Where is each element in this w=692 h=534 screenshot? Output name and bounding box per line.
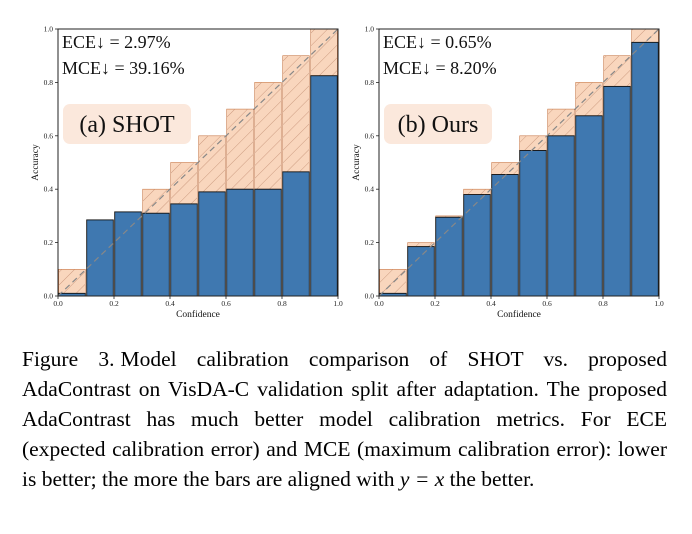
accuracy-bar [631,41,659,297]
gap-bar-hatch [379,269,407,294]
panel-label: (b) Ours [398,112,479,138]
accuracy-bar [547,135,575,297]
gap-bar-hatch [198,135,226,192]
y-axis-label: Accuracy [352,144,362,181]
y-tick-label: 0.6 [44,131,54,140]
y-tick-label: 0.2 [44,238,54,247]
x-tick-label: 1.0 [654,299,664,308]
gap-bar-hatch [463,189,491,195]
panel-label-box [384,104,492,144]
gap-bar-hatch [282,55,310,172]
accuracy-bar [407,246,435,297]
accuracy-bar [170,203,198,297]
y-tick-label: 0.4 [365,185,375,194]
reference-line [378,28,660,297]
calibration-figure: 0.0 0.2 0.4 0.6 0.8 1.0 0.0 0.2 0.4 0.6 0.8 1.0 Conf… [31,25,664,321]
caption-text-end: the better. [444,467,535,491]
accuracy-bar [142,212,170,297]
panel-label: (a) SHOT [79,112,175,138]
reference-line [57,28,339,297]
accuracy-bar [114,211,142,297]
accuracy-bar [86,219,114,297]
y-tick-label: 0.6 [365,131,375,140]
x-axis-label: Confidence [176,309,220,320]
accuracy-bar [198,191,226,297]
accuracy-bar [519,150,547,297]
x-tick-label: 0.2 [109,299,119,308]
gap-bar-hatch [435,215,463,218]
accuracy-bar [310,75,338,297]
gap-bar-hatch [142,189,170,214]
x-tick-label: 0.6 [221,299,231,308]
panel-shot: 0.0 0.2 0.4 0.6 0.8 1.0 0.0 0.2 0.4 0.6 0.8 1.0 Conf… [31,25,343,321]
mce-metric: MCE↓ = 8.20% [383,58,497,78]
panel-ours: 0.0 0.2 0.4 0.6 0.8 1.0 0.0 0.2 0.4 0.6 0.8 1.0 Conf… [352,25,664,321]
gap-bar-hatch [631,29,659,43]
caption-math: y = x [399,467,445,491]
ece-metric: ECE↓ = 2.97% [62,32,171,52]
accuracy-bar [463,194,491,297]
x-tick-label: 0.8 [277,299,287,308]
x-tick-label: 0.4 [486,299,496,308]
y-tick-label: 0.4 [44,185,54,194]
x-tick-label: 0.6 [542,299,552,308]
panel-label-box [63,104,191,144]
gap-bar-hatch [170,162,198,204]
plot-frame [57,28,339,297]
y-tick-label: 1.0 [44,25,54,34]
gap-bar-hatch [310,29,338,76]
ece-metric: ECE↓ = 0.65% [383,32,492,52]
accuracy-bar [282,171,310,297]
accuracy-bar [491,174,519,297]
accuracy-bar [603,85,631,297]
figure-caption: Figure 3. Model calibration comparison of… [22,344,667,494]
mce-metric: MCE↓ = 39.16% [62,58,185,78]
y-tick-label: 0.2 [365,238,375,247]
y-tick-label: 0.0 [44,292,54,301]
gap-bar-hatch [491,162,519,175]
caption-label: Figure 3. [22,347,115,371]
x-tick-label: 0.8 [598,299,608,308]
x-tick-label: 0.2 [430,299,440,308]
y-tick-label: 0.0 [365,292,375,301]
y-tick-label: 1.0 [365,25,375,34]
plot-frame [378,28,660,297]
gap-bar-hatch [407,242,435,247]
gap-bar-hatch [226,109,254,190]
x-tick-label: 0.0 [53,299,63,308]
x-axis-label: Confidence [497,309,541,320]
caption-text: Model calibration comparison of SHOT vs.… [22,347,667,491]
x-tick-label: 0.4 [165,299,175,308]
y-axis-label: Accuracy [31,144,41,181]
accuracy-bar [226,188,254,297]
x-tick-label: 1.0 [333,299,343,308]
gap-bar-hatch [58,269,86,294]
y-tick-label: 0.8 [44,78,54,87]
accuracy-bar [575,115,603,297]
accuracy-bar [435,216,463,297]
y-tick-label: 0.8 [365,78,375,87]
accuracy-bar [254,188,282,297]
gap-bar-hatch [519,135,547,151]
gap-bar-hatch [254,82,282,190]
x-tick-label: 0.0 [374,299,384,308]
